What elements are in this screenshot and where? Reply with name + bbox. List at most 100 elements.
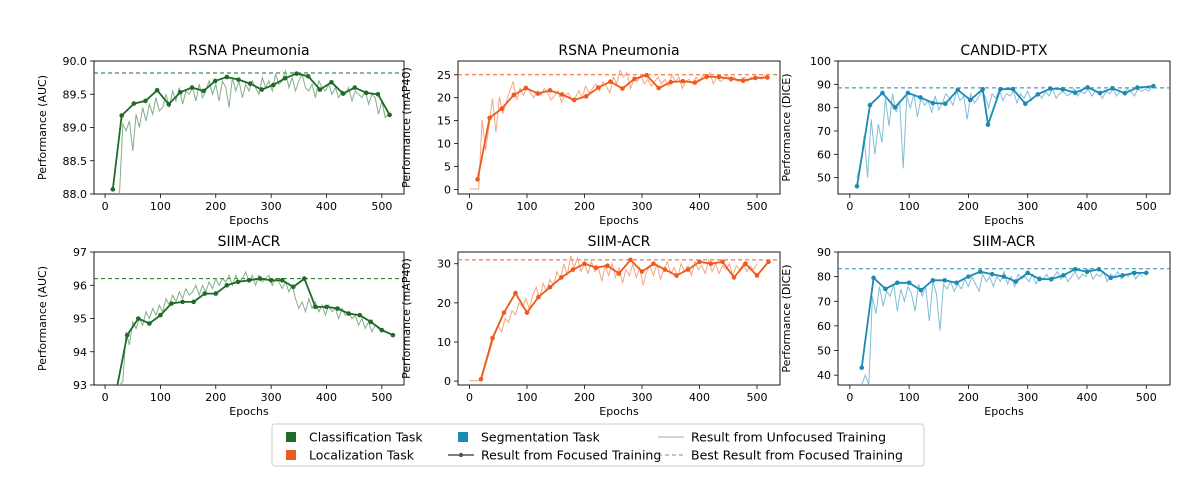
focused-series-line bbox=[480, 258, 770, 380]
focused-point bbox=[943, 101, 948, 106]
unfocused-series-line bbox=[861, 267, 1143, 385]
focused-point bbox=[143, 98, 148, 104]
focused-point bbox=[478, 376, 484, 382]
focused-point bbox=[191, 299, 196, 305]
focused-point bbox=[854, 184, 860, 189]
axes-frame bbox=[837, 60, 1171, 195]
unfocused-series-line bbox=[469, 68, 766, 190]
focused-point bbox=[668, 79, 674, 85]
focused-point bbox=[720, 259, 725, 265]
chart-title: SIIM-ACR bbox=[973, 234, 1036, 250]
focused-point bbox=[302, 276, 307, 281]
focused-point bbox=[1072, 90, 1078, 96]
y-tick-label: 88.5 bbox=[63, 155, 88, 168]
focused-point bbox=[523, 85, 529, 91]
y-tick-label: 95 bbox=[73, 313, 87, 326]
focused-point bbox=[147, 321, 152, 326]
focused-point bbox=[224, 282, 230, 288]
focused-point bbox=[880, 90, 885, 96]
x-tick-label: 200 bbox=[205, 391, 226, 404]
legend-item: Localization Task bbox=[286, 448, 415, 463]
y-tick-label: 100 bbox=[810, 55, 831, 68]
x-tick-label: 400 bbox=[1077, 391, 1098, 404]
x-tick-label: 400 bbox=[689, 391, 710, 404]
plot-area bbox=[838, 83, 1170, 189]
focused-point bbox=[1060, 86, 1065, 92]
focused-point bbox=[559, 92, 565, 97]
focused-point bbox=[294, 71, 299, 76]
focused-point bbox=[708, 261, 714, 267]
y-tick-label: 60 bbox=[817, 148, 831, 161]
plot-area bbox=[94, 270, 404, 385]
focused-point bbox=[387, 112, 392, 118]
focused-point bbox=[247, 81, 253, 86]
y-tick-label: 90.0 bbox=[63, 55, 88, 68]
legend: Classification Task Localization Task Segm… bbox=[271, 423, 925, 467]
focused-point bbox=[628, 257, 633, 263]
y-tick-label: 70 bbox=[817, 295, 831, 308]
focused-point bbox=[119, 113, 124, 118]
focused-point bbox=[212, 78, 218, 84]
focused-point bbox=[324, 304, 329, 310]
focused-point bbox=[656, 85, 661, 91]
unfocused-series-line bbox=[469, 255, 758, 382]
focused-point bbox=[305, 73, 311, 79]
focused-point bbox=[1023, 101, 1028, 106]
focused-point bbox=[1096, 266, 1102, 272]
focused-point bbox=[202, 291, 208, 296]
focused-point bbox=[524, 310, 530, 315]
x-tick-label: 100 bbox=[517, 391, 538, 404]
x-axis-label: Epochs bbox=[599, 405, 639, 418]
y-tick-label: 30 bbox=[437, 258, 451, 271]
focused-point bbox=[954, 280, 959, 286]
focused-point bbox=[704, 74, 710, 79]
y-tick-label: 50 bbox=[817, 172, 831, 185]
focused-point bbox=[1143, 270, 1149, 276]
focused-point bbox=[582, 261, 587, 267]
focused-point bbox=[906, 280, 912, 286]
chart-panel-2: RSNA Pneumonia 0 100 200 300 400 500 0 5 10 15 20 25… bbox=[400, 43, 781, 227]
focused-point bbox=[571, 97, 577, 103]
focused-point bbox=[766, 259, 771, 265]
y-tick-label: 90 bbox=[817, 246, 831, 259]
y-tick-label: 70 bbox=[817, 125, 831, 138]
focused-point bbox=[547, 88, 553, 93]
legend-label: Best Result from Focused Training bbox=[691, 448, 903, 463]
focused-point bbox=[596, 85, 601, 90]
y-tick-label: 10 bbox=[437, 336, 451, 349]
focused-point bbox=[246, 277, 252, 283]
focused-series-line bbox=[111, 72, 391, 190]
focused-point bbox=[559, 275, 564, 280]
focused-point bbox=[279, 277, 285, 283]
legend-swatch bbox=[458, 432, 468, 442]
x-tick-label: 0 bbox=[846, 391, 853, 404]
focused-point bbox=[918, 95, 923, 100]
x-tick-label: 0 bbox=[102, 200, 109, 213]
chart-panel-5: SIIM-ACR 0 100 200 300 400 500 0 10 20 30 Epochs Per… bbox=[400, 234, 781, 418]
focused-point bbox=[501, 310, 507, 315]
focused-point bbox=[998, 86, 1003, 92]
x-tick-label: 500 bbox=[747, 391, 768, 404]
focused-point bbox=[213, 291, 219, 296]
plot-area bbox=[94, 69, 404, 194]
legend-item: Result from Focused Training bbox=[448, 448, 661, 463]
x-tick-label: 300 bbox=[1017, 391, 1038, 404]
focused-point bbox=[375, 91, 381, 97]
x-tick-label: 100 bbox=[150, 200, 171, 213]
y-tick-label: 89.0 bbox=[63, 122, 88, 135]
y-tick-label: 80 bbox=[817, 102, 831, 115]
legend-swatch bbox=[286, 450, 296, 460]
unfocused-series-line bbox=[118, 270, 383, 385]
focused-point bbox=[313, 304, 318, 310]
focused-point bbox=[1047, 86, 1053, 91]
x-axis-label: Epochs bbox=[984, 214, 1024, 227]
chart-panel-6: SIIM-ACR 0 100 200 300 400 500 40 50 60 70 80 90 Epoc… bbox=[780, 234, 1171, 418]
legend-label: Classification Task bbox=[309, 430, 423, 445]
focused-point bbox=[740, 78, 746, 84]
focused-series-line bbox=[860, 268, 1147, 368]
x-axis-label: Epochs bbox=[229, 405, 269, 418]
focused-point bbox=[335, 306, 340, 311]
focused-point bbox=[235, 279, 241, 285]
axes-frame bbox=[457, 251, 781, 386]
